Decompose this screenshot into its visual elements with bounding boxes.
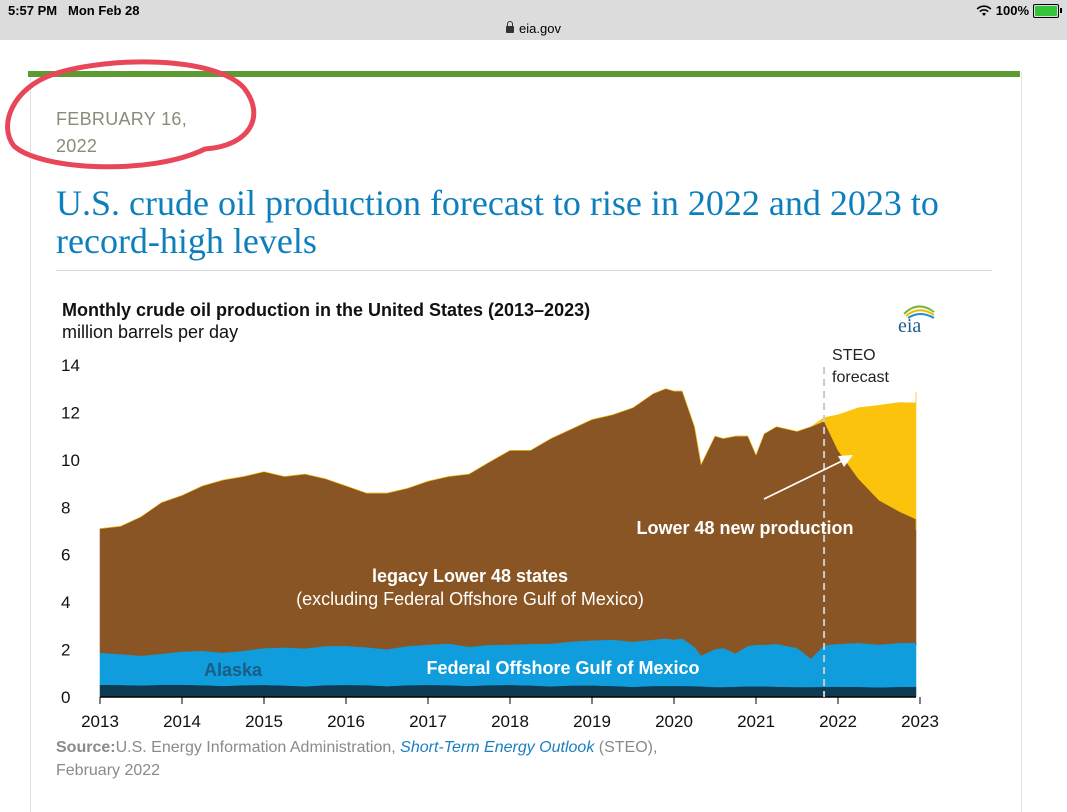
article-frame <box>30 72 1022 812</box>
steo-link[interactable]: Short-Term Energy Outlook <box>400 739 595 756</box>
status-time: 5:57 PM <box>8 3 58 18</box>
header-rule <box>28 71 1020 77</box>
article-headline: U.S. crude oil production forecast to ri… <box>56 183 939 261</box>
eia-logo: eia <box>898 305 935 336</box>
lock-icon <box>506 21 515 33</box>
address-bar[interactable]: eia.gov <box>0 21 1067 36</box>
status-indicators: 100% <box>976 3 1062 18</box>
source-date: February 2022 <box>56 762 161 779</box>
source-note: Source:U.S. Energy Information Administr… <box>56 736 657 782</box>
status-date: Mon Feb 28 <box>68 3 140 18</box>
source-text-2: (STEO), <box>594 739 658 756</box>
source-text: U.S. Energy Information Administration, <box>115 739 401 756</box>
chart-title: Monthly crude oil production in the Unit… <box>62 300 591 320</box>
status-bar: 5:57 PM Mon Feb 28 eia.gov 100% <box>0 0 1067 40</box>
chart-subtitle: million barrels per day <box>62 322 239 342</box>
wifi-icon <box>976 4 992 16</box>
eia-logo-text: eia <box>898 315 921 336</box>
url-text: eia.gov <box>519 21 561 36</box>
battery-percent: 100% <box>995 3 1029 18</box>
red-circle-annotation <box>5 59 257 170</box>
article-date-line1: FEBRUARY 16, <box>56 109 187 129</box>
article-date: FEBRUARY 16, 2022 <box>56 106 187 160</box>
article-date-line2: 2022 <box>56 136 98 156</box>
divider <box>56 270 992 271</box>
battery-icon <box>1033 3 1062 18</box>
source-label: Source: <box>56 739 116 756</box>
